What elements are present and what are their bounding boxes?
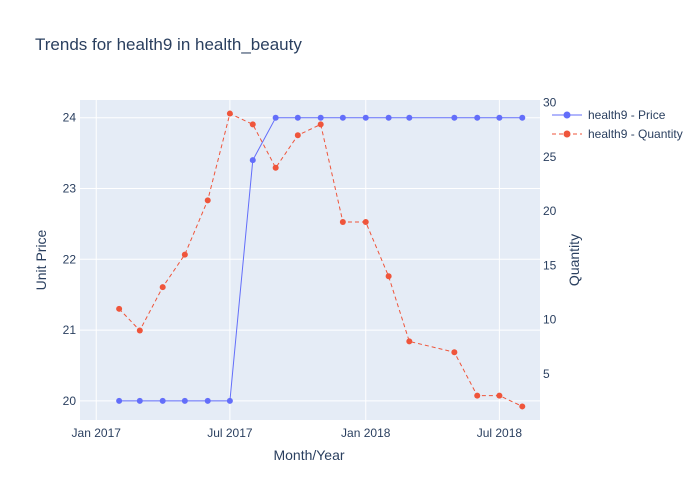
y-tick-label: 22 xyxy=(63,252,77,266)
y-tick-label: 21 xyxy=(63,323,77,337)
x-tick-label: Jan 2018 xyxy=(341,426,391,440)
data-point-1[interactable] xyxy=(406,338,413,345)
x-axis-title: Month/Year xyxy=(273,447,344,463)
data-point-1[interactable] xyxy=(339,219,346,226)
y2-axis-ticks: 5 10 15 20 25 30 xyxy=(543,96,557,381)
data-point-1[interactable] xyxy=(519,403,526,410)
data-point-1[interactable] xyxy=(451,349,458,356)
y-axis-title: Unit Price xyxy=(33,229,49,290)
data-point-0[interactable] xyxy=(272,114,279,121)
y2-tick-label: 25 xyxy=(543,150,557,164)
y2-tick-label: 20 xyxy=(543,204,557,218)
y-tick-label: 24 xyxy=(63,111,77,125)
legend-quantity-marker xyxy=(563,130,571,138)
y2-tick-label: 10 xyxy=(543,313,557,327)
data-point-0[interactable] xyxy=(181,397,188,404)
data-point-1[interactable] xyxy=(116,305,123,312)
data-point-1[interactable] xyxy=(136,327,143,334)
x-tick-label: Jul 2017 xyxy=(207,426,253,440)
data-point-0[interactable] xyxy=(136,397,143,404)
y2-axis-title: Quantity xyxy=(566,234,582,286)
data-point-0[interactable] xyxy=(362,114,369,121)
data-point-1[interactable] xyxy=(181,251,188,258)
data-point-0[interactable] xyxy=(451,114,458,121)
legend-item-price[interactable]: health9 - Price xyxy=(552,108,666,122)
data-point-1[interactable] xyxy=(294,132,301,139)
y-tick-label: 20 xyxy=(63,394,77,408)
data-point-0[interactable] xyxy=(204,397,211,404)
series-layer xyxy=(116,110,526,410)
chart-title: Trends for health9 in health_beauty xyxy=(35,35,302,54)
data-point-1[interactable] xyxy=(272,164,279,171)
data-point-0[interactable] xyxy=(226,397,233,404)
data-point-0[interactable] xyxy=(519,114,526,121)
data-point-0[interactable] xyxy=(385,114,392,121)
data-point-1[interactable] xyxy=(204,197,211,204)
data-point-0[interactable] xyxy=(249,157,256,164)
legend[interactable]: health9 - Price health9 - Quantity xyxy=(552,108,683,141)
data-point-0[interactable] xyxy=(317,114,324,121)
legend-item-quantity[interactable]: health9 - Quantity xyxy=(552,127,683,141)
plot-area xyxy=(80,100,540,420)
series-line-0 xyxy=(119,117,523,402)
legend-price-label: health9 - Price xyxy=(588,108,666,122)
x-tick-label: Jul 2018 xyxy=(477,426,523,440)
legend-quantity-label: health9 - Quantity xyxy=(588,127,683,141)
x-axis-ticks: Jan 2017 Jul 2017 Jan 2018 Jul 2018 xyxy=(72,426,523,440)
y2-tick-label: 5 xyxy=(543,367,550,381)
data-point-1[interactable] xyxy=(496,392,503,399)
data-point-0[interactable] xyxy=(339,114,346,121)
y-axis-ticks: 20 21 22 23 24 xyxy=(63,111,77,408)
x-tick-label: Jan 2017 xyxy=(72,426,122,440)
data-point-0[interactable] xyxy=(406,114,413,121)
data-point-0[interactable] xyxy=(294,114,301,121)
series-line-1 xyxy=(118,112,523,407)
legend-price-marker xyxy=(563,111,571,119)
data-point-1[interactable] xyxy=(362,219,369,226)
y-tick-label: 23 xyxy=(63,181,77,195)
data-point-0[interactable] xyxy=(474,114,481,121)
data-point-1[interactable] xyxy=(474,392,481,399)
data-point-0[interactable] xyxy=(496,114,503,121)
data-point-1[interactable] xyxy=(317,121,324,128)
data-point-1[interactable] xyxy=(249,121,256,128)
data-point-0[interactable] xyxy=(116,397,123,404)
data-point-1[interactable] xyxy=(226,110,233,117)
data-point-1[interactable] xyxy=(385,273,392,280)
data-point-0[interactable] xyxy=(159,397,166,404)
y2-tick-label: 15 xyxy=(543,258,557,272)
data-point-1[interactable] xyxy=(159,284,166,291)
y2-tick-label: 30 xyxy=(543,96,557,110)
